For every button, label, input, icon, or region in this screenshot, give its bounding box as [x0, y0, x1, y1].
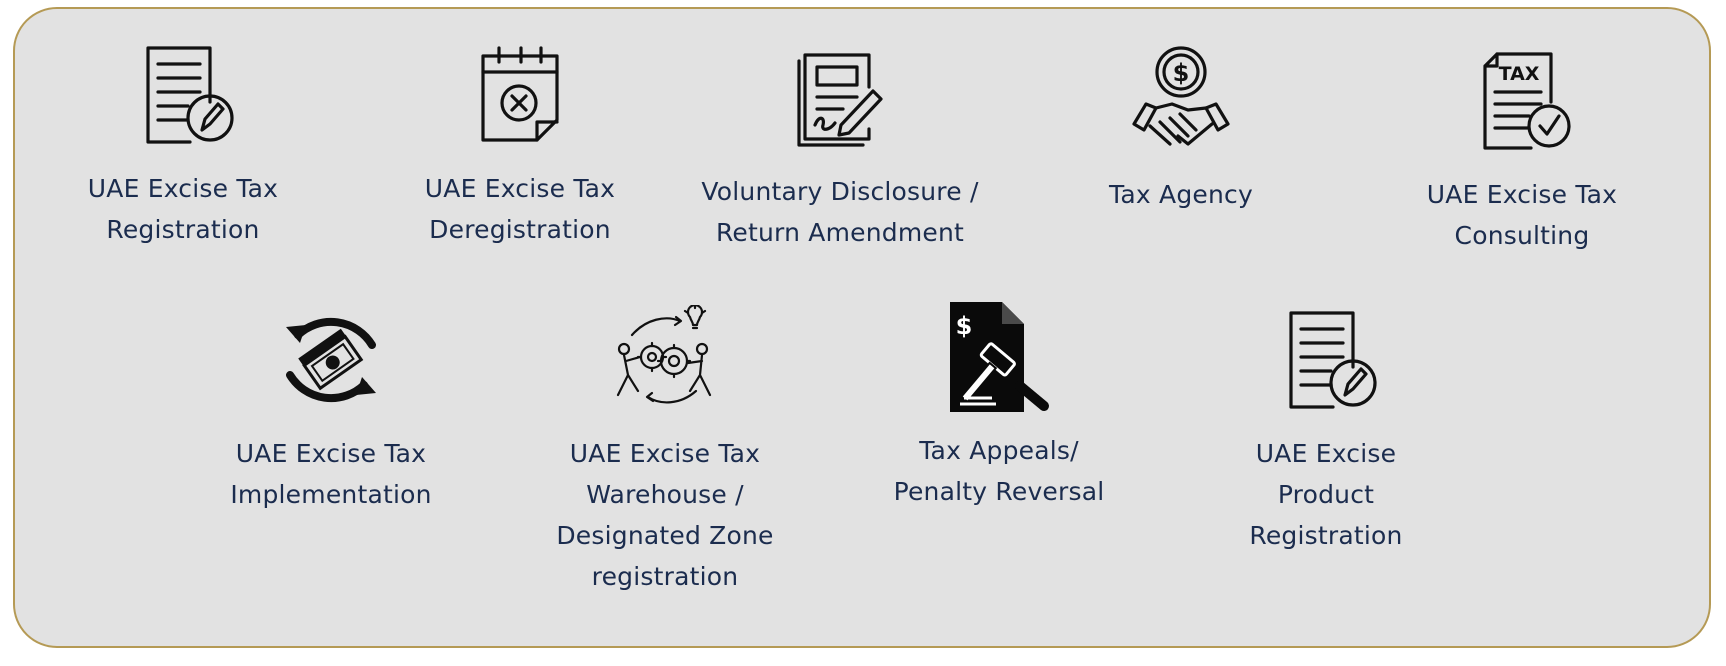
service-excise-implementation[interactable]: UAE Excise Tax Implementation — [206, 305, 456, 515]
document-pencil-icon — [1271, 305, 1381, 415]
service-product-registration[interactable]: UAE Excise Product Registration — [1201, 305, 1451, 556]
service-label: UAE Excise Tax Consulting — [1426, 180, 1618, 250]
svg-text:TAX: TAX — [1499, 63, 1540, 85]
service-excise-consulting[interactable]: TAX UAE Excise Tax Consulting — [1397, 46, 1647, 256]
calendar-cancel-icon — [465, 40, 575, 150]
money-cycle-icon — [276, 305, 386, 415]
service-label: Tax Appeals/ Penalty Reversal — [893, 436, 1105, 506]
service-label: UAE Excise Tax Registration — [87, 174, 279, 244]
service-label: UAE Excise Tax Warehouse / Designated Zo… — [556, 439, 774, 591]
service-tax-agency[interactable]: $ Tax Agency — [1056, 46, 1306, 215]
service-label: Tax Agency — [1109, 180, 1253, 209]
document-pencil-icon — [128, 40, 238, 150]
service-tax-appeals[interactable]: $ Tax Appeals/ Penalty Reversal — [874, 302, 1124, 512]
svg-text:$: $ — [1173, 59, 1190, 87]
service-voluntary-disclosure[interactable]: Voluntary Disclosure / Return Amendment — [690, 43, 990, 253]
service-label: Voluntary Disclosure / Return Amendment — [701, 177, 979, 247]
gavel-document-icon: $ — [944, 302, 1054, 412]
signed-document-icon — [785, 43, 895, 153]
service-label: UAE Excise Product Registration — [1249, 439, 1403, 550]
svg-text:$: $ — [956, 312, 973, 340]
tax-document-check-icon: TAX — [1467, 46, 1577, 156]
service-excise-registration[interactable]: UAE Excise Tax Registration — [58, 40, 308, 250]
service-warehouse-registration[interactable]: UAE Excise Tax Warehouse / Designated Zo… — [515, 305, 815, 597]
service-excise-deregistration[interactable]: UAE Excise Tax Deregistration — [395, 40, 645, 250]
handshake-dollar-icon: $ — [1126, 46, 1236, 156]
service-label: UAE Excise Tax Deregistration — [424, 174, 616, 244]
teamwork-gears-icon — [610, 305, 720, 415]
service-label: UAE Excise Tax Implementation — [230, 439, 432, 509]
